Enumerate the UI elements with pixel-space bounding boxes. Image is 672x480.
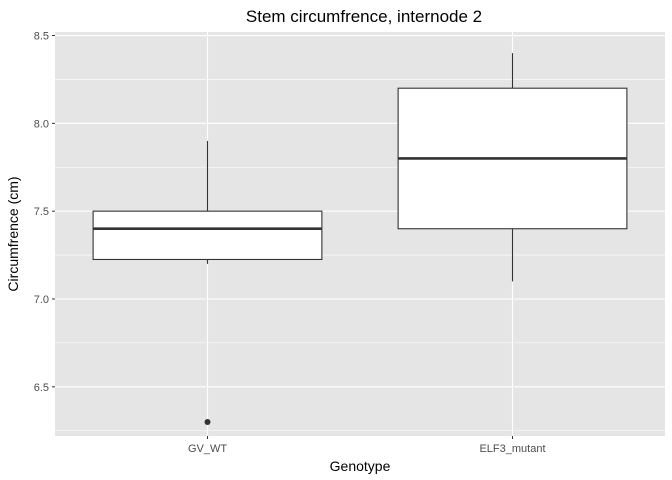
chart-title: Stem circumfrence, internode 2 (246, 7, 482, 26)
y-tick-label: 7.0 (34, 294, 49, 306)
box-series (92, 53, 628, 425)
x-axis-title: Genotype (330, 458, 391, 474)
y-axis-title: Circumfrence (cm) (5, 176, 21, 291)
y-tick-label: 7.5 (34, 206, 49, 218)
x-axis-ticks: GV_WT ELF3_mutant (188, 436, 546, 455)
y-tick-label: 6.5 (34, 382, 49, 394)
box-ELF3_mutant (397, 53, 628, 282)
x-tick-label: GV_WT (188, 443, 227, 455)
y-axis-ticks: 6.5 7.0 7.5 8.0 8.5 (34, 31, 55, 394)
x-tick-label: ELF3_mutant (479, 443, 545, 455)
box-GV_WT (92, 140, 323, 425)
y-tick-label: 8.5 (34, 31, 49, 43)
y-tick-label: 8.0 (34, 118, 49, 130)
box-iqr (92, 210, 323, 261)
outlier-point (204, 418, 211, 425)
